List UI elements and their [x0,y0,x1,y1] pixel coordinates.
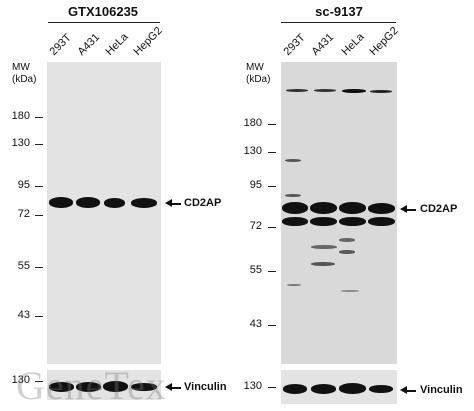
band-smear [311,245,337,249]
lane-label: HeLa [103,30,131,58]
loading-label: Vinculin [184,381,227,393]
lane-label: A431 [75,31,103,58]
band-vinculin [311,384,336,394]
mw-marker: 55 [249,264,262,276]
genetex-watermark: GeneTex [16,363,167,408]
mw-tick [268,186,276,187]
band-vinculin [76,382,101,392]
target-label: CD2AP [184,197,222,209]
mw-tick [35,144,43,145]
mw-header: MW (kDa) [12,62,37,85]
arrow-line [171,203,181,205]
mw-marker: 130 [243,145,262,157]
mw-marker: 180 [11,110,30,122]
mw-tick [268,124,276,125]
blot-panel-2-main [281,62,397,364]
mw-marker: 95 [17,179,30,191]
band-high-mw [370,90,392,93]
mw-tick [268,152,276,153]
band-smear [339,250,355,254]
blot-panel-1-main [47,62,161,364]
panel-2-title-underline [281,22,396,23]
band-cd2ap [339,202,366,214]
mw-marker: 72 [17,208,30,220]
mw-marker: 180 [243,117,262,129]
band-vinculin [369,385,393,393]
mw-tick [35,381,43,382]
arrow-icon [400,386,407,394]
band-cd2ap-lower [339,217,366,226]
target-label: CD2AP [420,203,458,215]
mw-tick [35,117,43,118]
band-smear [339,238,355,242]
arrow-icon [165,383,172,391]
lane-label: HepG2 [131,24,165,58]
mw-tick [268,387,276,388]
band-high-mw [286,89,308,92]
blot-panel-2-loading [281,370,397,404]
band-high-mw [342,89,366,93]
mw-marker: 95 [249,179,262,191]
mw-marker: 43 [249,318,262,330]
arrow-line [171,387,181,389]
mw-marker: 130 [243,380,262,392]
band-high-mw [314,89,336,92]
band-vinculin [339,383,366,394]
band-smear [311,262,335,266]
lane-label: A431 [309,31,337,58]
loading-label: Vinculin [420,384,463,396]
arrow-line [406,209,416,211]
panel-2-title: sc-9137 [315,4,363,19]
mw-marker: 43 [17,309,30,321]
band-faint [341,290,359,292]
mw-tick [35,267,43,268]
band-cd2ap [310,202,337,214]
mw-marker: 130 [11,374,30,386]
band-cd2ap-lower [310,217,337,226]
band-cd2ap-lower [282,217,308,226]
lane-label: HeLa [339,30,367,58]
band-cd2ap [282,202,308,214]
band-cd2ap [368,203,395,214]
mw-tick [268,227,276,228]
band-cd2ap [76,197,100,208]
band-faint [285,159,301,162]
lane-label: HepG2 [367,24,401,58]
arrow-icon [165,199,172,207]
mw-tick [268,325,276,326]
blot-panel-1-loading [47,370,161,400]
lane-label: 293T [281,31,308,58]
band-vinculin [131,383,157,391]
panel-1-title: GTX106235 [67,4,139,19]
band-vinculin [103,381,128,392]
panel-1-title-underline [48,22,160,23]
mw-marker: 130 [11,137,30,149]
band-vinculin [49,382,74,392]
band-cd2ap [49,197,73,208]
band-cd2ap [104,198,125,208]
mw-tick [268,271,276,272]
band-faint [287,284,301,286]
band-cd2ap-lower [368,217,395,226]
band-vinculin [283,384,307,394]
mw-tick [35,316,43,317]
mw-tick [35,186,43,187]
mw-header: MW (kDa) [246,62,271,85]
mw-tick [35,215,43,216]
mw-marker: 72 [249,220,262,232]
lane-label: 293T [47,31,74,58]
band-faint [285,194,301,197]
arrow-line [406,390,416,392]
band-cd2ap [131,198,157,208]
mw-marker: 55 [17,260,30,272]
arrow-icon [400,205,407,213]
